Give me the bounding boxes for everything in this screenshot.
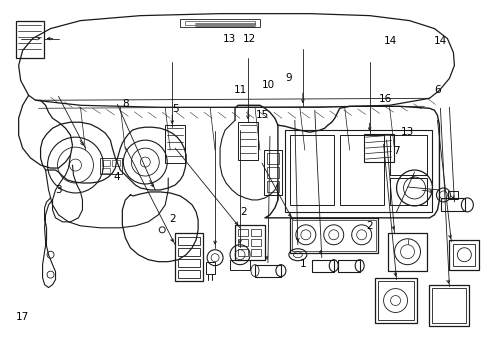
Bar: [102, 160, 110, 166]
Bar: [390, 135, 427, 175]
Bar: [235, 225, 265, 260]
Bar: [175, 233, 203, 280]
Text: 2: 2: [367, 221, 373, 231]
Bar: [290, 218, 378, 253]
Bar: [264, 150, 282, 195]
Text: 7: 7: [393, 145, 400, 156]
Bar: [112, 160, 121, 166]
Text: 17: 17: [16, 312, 29, 322]
Bar: [378, 280, 414, 320]
Bar: [230, 260, 250, 270]
Bar: [178, 259, 200, 267]
Text: 13: 13: [401, 127, 414, 136]
Bar: [251, 249, 261, 256]
Bar: [429, 285, 469, 327]
Bar: [178, 237, 200, 245]
Bar: [312, 260, 334, 272]
Text: 12: 12: [243, 35, 256, 44]
Text: 2: 2: [241, 207, 247, 217]
Text: 14: 14: [384, 36, 397, 46]
Text: 8: 8: [122, 99, 128, 109]
Bar: [206, 262, 215, 274]
Bar: [267, 181, 279, 192]
Text: 13: 13: [223, 35, 236, 44]
Bar: [165, 125, 185, 163]
Text: 1: 1: [299, 259, 306, 269]
Bar: [388, 233, 427, 271]
Text: 2: 2: [170, 215, 176, 224]
Bar: [390, 178, 427, 205]
Text: 9: 9: [286, 73, 293, 83]
Bar: [16, 21, 44, 58]
Bar: [251, 229, 261, 236]
Bar: [441, 198, 466, 211]
Bar: [449, 240, 479, 270]
Text: 16: 16: [379, 94, 392, 104]
Bar: [340, 135, 384, 205]
Bar: [100, 158, 122, 174]
Bar: [178, 270, 200, 278]
Bar: [251, 239, 261, 246]
Text: 11: 11: [234, 85, 247, 95]
Text: 14: 14: [434, 36, 447, 46]
Bar: [448, 191, 458, 199]
Bar: [102, 168, 110, 173]
Bar: [338, 260, 360, 272]
Bar: [178, 248, 200, 256]
Bar: [255, 265, 281, 276]
Bar: [238, 229, 248, 236]
Bar: [238, 122, 258, 160]
Text: 6: 6: [435, 85, 441, 95]
Bar: [433, 288, 466, 323]
Text: 4: 4: [114, 172, 121, 182]
Bar: [290, 135, 334, 205]
Bar: [238, 239, 248, 246]
Bar: [292, 220, 376, 251]
Bar: [375, 278, 416, 323]
Text: 3: 3: [55, 185, 62, 195]
Text: 15: 15: [255, 110, 269, 120]
Bar: [185, 21, 255, 24]
Bar: [453, 244, 475, 266]
Bar: [364, 134, 393, 162]
Bar: [267, 167, 279, 178]
Bar: [180, 19, 260, 27]
Text: 10: 10: [262, 80, 275, 90]
Bar: [285, 130, 433, 212]
Bar: [238, 249, 248, 256]
Text: 5: 5: [172, 104, 178, 114]
Bar: [267, 153, 279, 164]
